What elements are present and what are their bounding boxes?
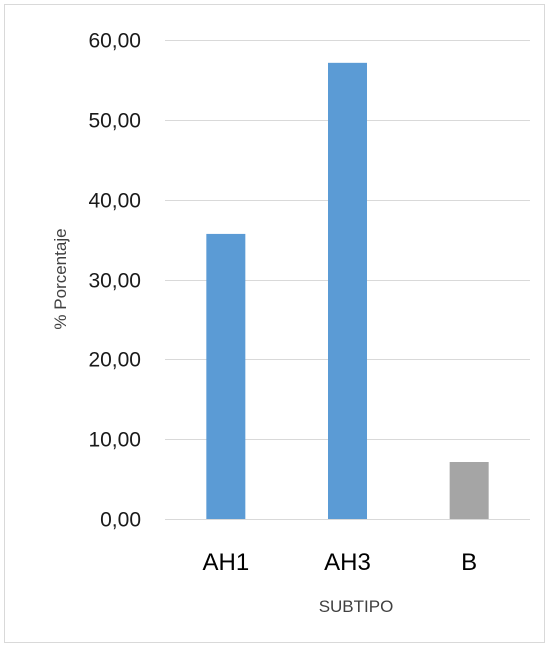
x-axis-ticks: AH1 AH3 B [202, 549, 477, 576]
y-tick-label: 50,00 [88, 110, 141, 133]
bars [206, 62, 489, 519]
x-tick-label: AH1 [202, 549, 249, 576]
x-tick-label: AH3 [324, 549, 371, 576]
y-tick-label: 60,00 [88, 30, 141, 53]
bar-ah1 [206, 233, 246, 519]
y-axis-title: % Porcentaje [51, 228, 70, 329]
bar-ah3 [328, 62, 367, 519]
x-tick-label: B [461, 549, 477, 576]
bar-b [449, 461, 489, 519]
chart-frame [4, 4, 545, 643]
x-axis-title: SUBTIPO [319, 597, 394, 616]
y-tick-label: 10,00 [88, 429, 141, 452]
y-tick-label: 0,00 [100, 509, 141, 532]
y-axis-ticks: 0,00 10,00 20,00 30,00 40,00 50,00 60,00 [88, 30, 141, 532]
y-tick-label: 40,00 [88, 190, 141, 213]
y-tick-label: 20,00 [88, 349, 141, 372]
y-tick-label: 30,00 [88, 270, 141, 293]
